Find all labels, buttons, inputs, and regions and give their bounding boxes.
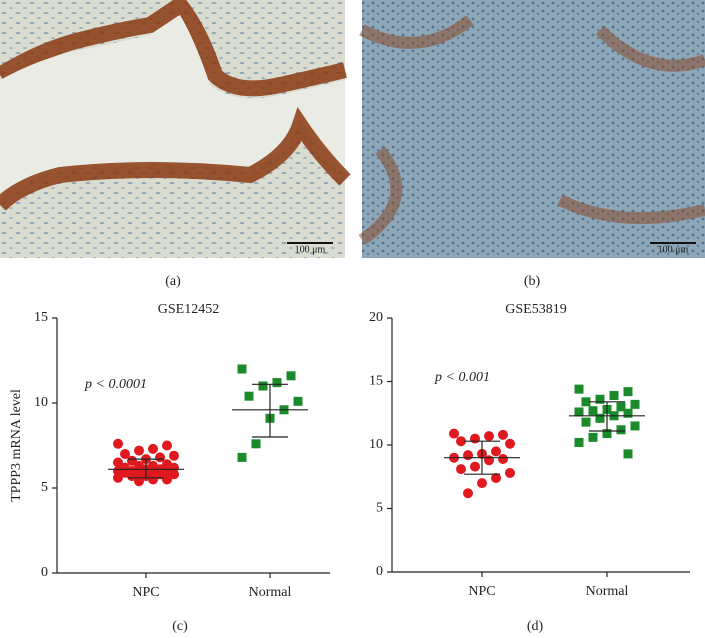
point: [120, 449, 130, 459]
point: [477, 478, 487, 489]
y-tick-label: 10: [369, 437, 383, 452]
point: [127, 471, 137, 482]
point: [148, 474, 158, 485]
point: [588, 406, 598, 416]
point: [244, 391, 254, 401]
point: [498, 429, 508, 440]
scale-bar-label: 100 μm: [295, 244, 326, 255]
y-tick-label: 10: [34, 395, 48, 410]
point: [449, 428, 459, 439]
point: [113, 438, 123, 449]
point: [630, 421, 640, 431]
point: [498, 453, 508, 464]
point: [258, 381, 268, 391]
chart-title: GSE12452: [158, 302, 219, 317]
point: [463, 450, 473, 461]
point: [237, 452, 247, 462]
y-tick-label: 15: [34, 310, 48, 325]
panel-label: (a): [165, 274, 181, 289]
point: [484, 431, 494, 442]
point: [630, 399, 640, 409]
y-tick-label: 0: [41, 565, 48, 580]
point: [595, 413, 605, 423]
point: [237, 364, 247, 374]
point: [134, 445, 144, 456]
point: [491, 473, 501, 484]
point: [169, 469, 179, 480]
x-tick-label: NPC: [468, 584, 495, 599]
point: [505, 467, 515, 478]
chart-title: GSE53819: [505, 302, 566, 317]
panel-label: (b): [524, 274, 541, 289]
point: [574, 407, 584, 417]
point: [623, 449, 633, 459]
x-tick-label: NPC: [132, 585, 159, 600]
point: [470, 461, 480, 472]
y-tick-label: 15: [369, 374, 383, 389]
point: [616, 402, 626, 412]
point: [113, 472, 123, 483]
point: [155, 469, 165, 480]
point: [505, 438, 515, 449]
point: [293, 396, 303, 406]
point: [148, 443, 158, 454]
point: [609, 390, 619, 400]
micrograph-a: 100 μm: [0, 0, 351, 258]
point: [491, 446, 501, 457]
point: [134, 476, 144, 487]
point: [588, 432, 598, 442]
panel-label: (c): [172, 619, 188, 633]
x-tick-label: Normal: [249, 585, 292, 600]
point: [162, 440, 172, 451]
point: [595, 394, 605, 404]
point: [272, 378, 282, 388]
y-tick-label: 5: [376, 501, 383, 516]
y-tick-label: 20: [369, 310, 383, 325]
point: [623, 387, 633, 397]
point: [581, 397, 591, 407]
point: [623, 408, 633, 418]
point: [574, 384, 584, 394]
point: [169, 450, 179, 461]
point: [155, 452, 165, 463]
y-tick-label: 0: [376, 564, 383, 579]
point: [251, 439, 261, 449]
point: [456, 464, 466, 475]
point: [286, 371, 296, 381]
point: [581, 417, 591, 427]
y-axis-label: TPPP3 mRNA level: [9, 389, 24, 502]
p-value: p < 0.0001: [84, 377, 147, 392]
micrograph-b: 100 μm: [358, 0, 705, 258]
point: [616, 425, 626, 435]
point: [484, 455, 494, 466]
point: [602, 429, 612, 439]
y-tick-label: 5: [41, 480, 48, 495]
point: [127, 455, 137, 466]
point: [574, 437, 584, 447]
panel-label: (d): [527, 619, 544, 633]
point: [463, 488, 473, 499]
point: [470, 433, 480, 444]
scale-bar-label: 100 μm: [658, 244, 689, 255]
x-tick-label: Normal: [586, 584, 629, 599]
point: [162, 474, 172, 485]
p-value: p < 0.001: [434, 370, 490, 385]
point: [113, 457, 123, 468]
point: [456, 436, 466, 447]
